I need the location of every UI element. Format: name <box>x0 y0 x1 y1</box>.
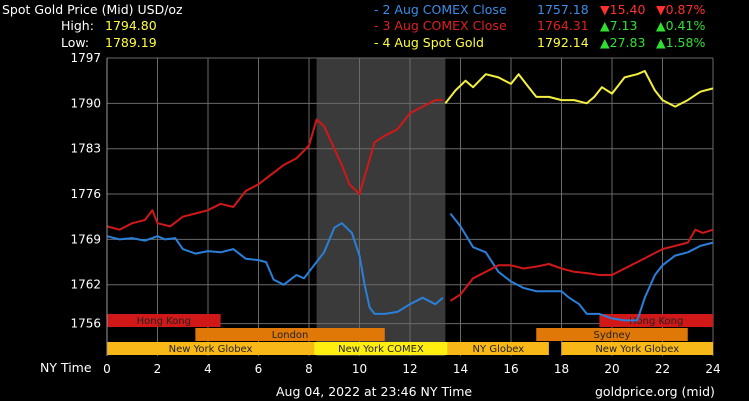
low-label: Low: <box>61 35 90 50</box>
legend-price: 1792.14 <box>537 35 589 50</box>
y-tick-label: 1762 <box>70 278 101 292</box>
low-value: 1789.19 <box>105 35 157 50</box>
session-label: London <box>272 330 309 341</box>
legend-pct: ▲1.58% <box>656 35 706 50</box>
high-label: High: <box>61 18 94 33</box>
x-tick-label: 12 <box>402 362 417 376</box>
legend-label: - 4 Aug Spot Gold <box>374 35 484 50</box>
x-tick-label: 20 <box>604 362 619 376</box>
legend-change: ▲27.83 <box>600 35 646 50</box>
legend-change: ▲7.13 <box>600 18 638 33</box>
y-tick-label: 1797 <box>70 51 101 65</box>
x-tick-label: 4 <box>204 362 212 376</box>
x-tick-label: 14 <box>453 362 468 376</box>
x-tick-label: 10 <box>352 362 367 376</box>
session-label: Hong Kong <box>629 316 683 327</box>
x-tick-label: 16 <box>503 362 518 376</box>
legend-price: 1757.18 <box>537 2 589 17</box>
session-band <box>561 342 713 355</box>
session-label: Sydney <box>593 330 630 341</box>
series-line <box>449 212 714 322</box>
series-line <box>449 228 714 302</box>
series-line <box>444 70 714 108</box>
session-band <box>107 342 315 355</box>
session-label: New York Globex <box>169 344 253 355</box>
session-label: Hong Kong <box>137 316 191 327</box>
legend-label: - 2 Aug COMEX Close <box>374 2 507 17</box>
y-tick-label: 1790 <box>70 96 101 110</box>
series-line <box>106 99 443 231</box>
y-tick-label: 1756 <box>70 317 101 331</box>
high-value: 1794.80 <box>105 18 157 33</box>
session-band <box>314 342 448 355</box>
x-tick-label: 22 <box>655 362 670 376</box>
source-label: goldprice.org (mid) <box>595 384 715 399</box>
legend-pct: ▲0.41% <box>656 18 706 33</box>
x-tick-label: 6 <box>255 362 263 376</box>
session-band <box>599 314 713 327</box>
session-band <box>447 342 549 355</box>
chart-title: Spot Gold Price (Mid) USD/oz <box>2 2 183 17</box>
series-line <box>106 222 444 315</box>
y-tick-label: 1776 <box>70 187 101 201</box>
session-band <box>107 314 221 327</box>
legend-price: 1764.31 <box>537 18 589 33</box>
session-band <box>536 328 688 341</box>
legend-change: ▼15.40 <box>600 2 646 17</box>
comex-hours-shade <box>316 58 446 356</box>
x-tick-label: 0 <box>103 362 111 376</box>
session-band <box>195 328 385 341</box>
x-tick-label: 8 <box>305 362 313 376</box>
session-label: New York Globex <box>595 344 679 355</box>
x-tick-label: 24 <box>705 362 720 376</box>
x-tick-label: 18 <box>554 362 569 376</box>
x-tick-label: 2 <box>154 362 162 376</box>
y-tick-label: 1769 <box>70 232 101 246</box>
timestamp: Aug 04, 2022 at 23:46 NY Time <box>276 384 473 399</box>
session-label: NY Globex <box>473 344 525 355</box>
session-label: New York COMEX <box>338 344 424 355</box>
legend-label: - 3 Aug COMEX Close <box>374 18 507 33</box>
y-tick-label: 1783 <box>70 142 101 156</box>
legend-pct: ▼0.87% <box>656 2 706 17</box>
x-axis-name: NY Time <box>40 360 92 375</box>
